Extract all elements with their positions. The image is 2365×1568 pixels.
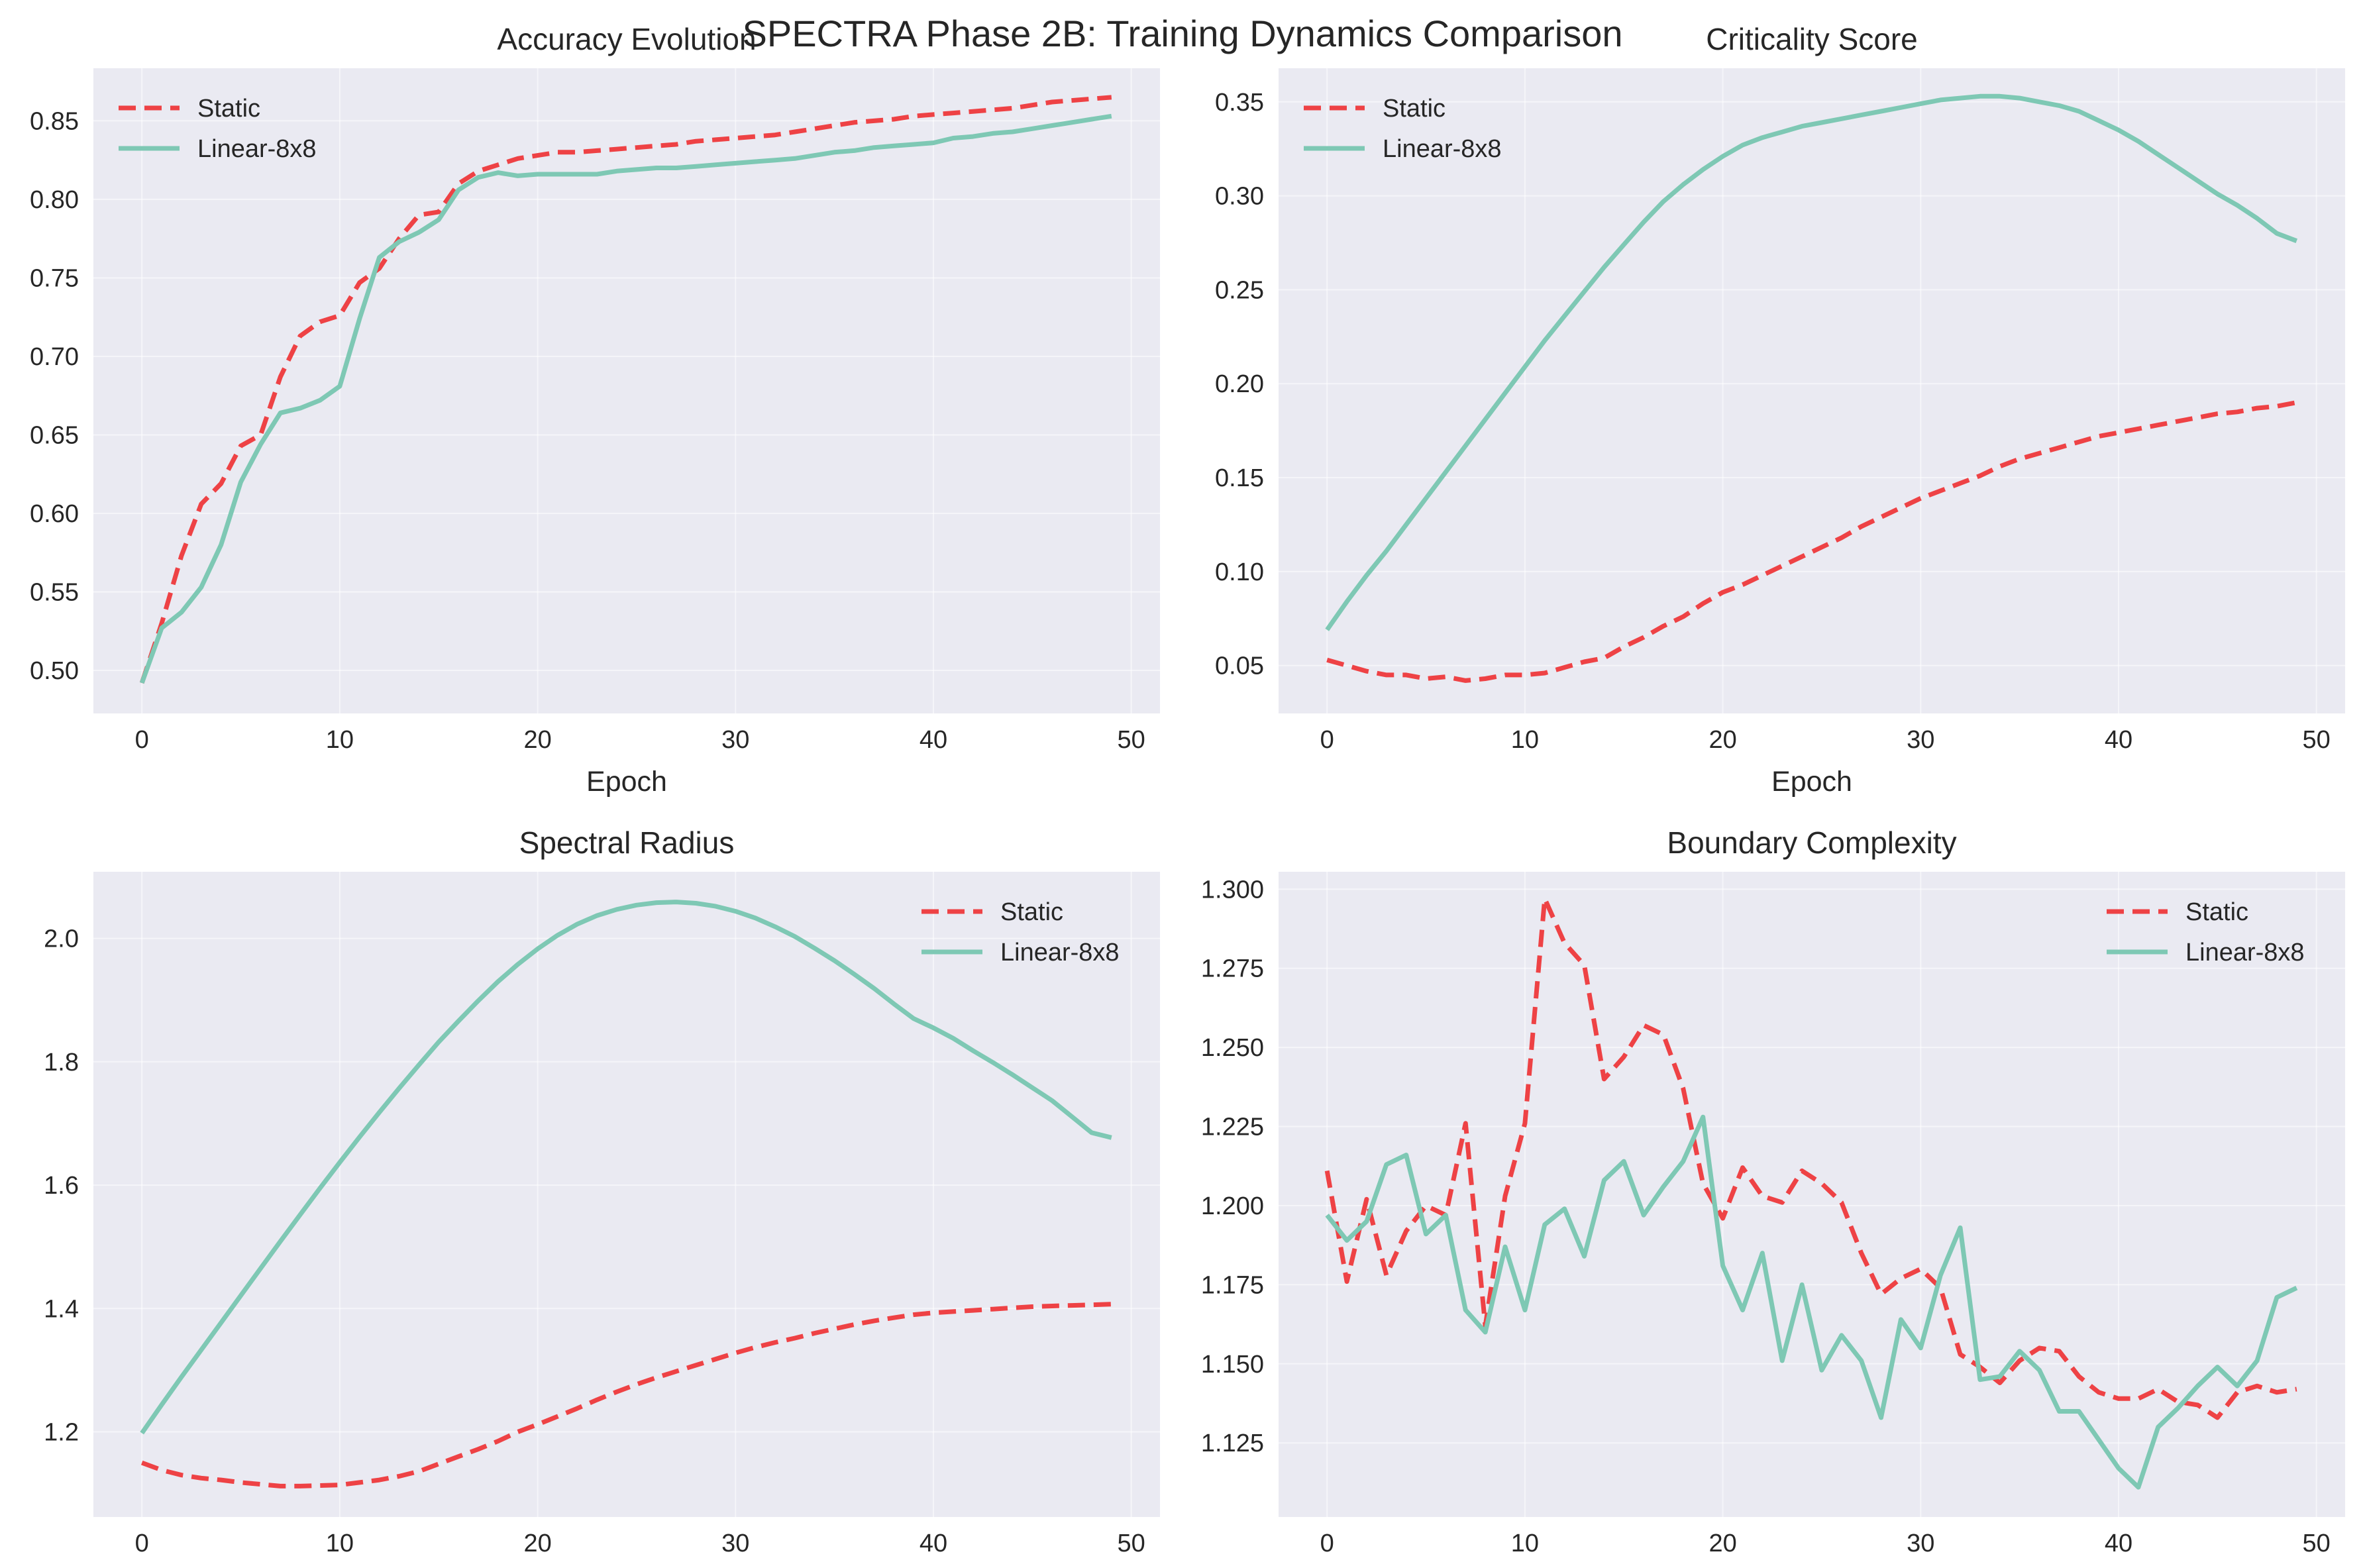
x-tick-label: 20 xyxy=(523,1530,551,1557)
x-tick-label: 0 xyxy=(135,726,149,754)
y-tick-label: 0.25 xyxy=(1215,276,1264,304)
legend-label: Static xyxy=(197,95,260,123)
legend-label: Static xyxy=(1383,95,1445,123)
y-tick-label: 1.300 xyxy=(1201,876,1264,904)
figure-title: SPECTRA Phase 2B: Training Dynamics Comp… xyxy=(743,13,1623,54)
y-tick-label: 1.250 xyxy=(1201,1034,1264,1062)
y-tick-label: 1.225 xyxy=(1201,1114,1264,1141)
y-tick-label: 0.65 xyxy=(30,421,79,449)
y-tick-label: 0.50 xyxy=(30,657,79,685)
x-tick-label: 10 xyxy=(326,1530,354,1557)
x-tick-label: 30 xyxy=(721,726,749,754)
chart-title: Accuracy Evolution xyxy=(497,22,756,56)
x-tick-label: 0 xyxy=(1320,726,1334,754)
y-tick-label: 1.2 xyxy=(44,1418,79,1446)
legend-label: Linear-8x8 xyxy=(197,135,317,163)
x-tick-label: 0 xyxy=(1320,1530,1334,1557)
y-tick-label: 0.75 xyxy=(30,264,79,292)
y-tick-label: 0.35 xyxy=(1215,89,1264,117)
x-tick-label: 10 xyxy=(326,726,354,754)
chart-panel-1: 0 10 20 30 40 50 0.50 0.55 0.60 0.65 0.70 0.75 0.80 0… xyxy=(30,22,1160,798)
x-tick-label: 20 xyxy=(1708,1530,1736,1557)
chart-title: Criticality Score xyxy=(1706,22,1918,56)
x-tick-label: 0 xyxy=(135,1530,149,1557)
series-line-static xyxy=(1326,400,2297,683)
y-tick-label: 0.30 xyxy=(1215,183,1264,211)
series-line-static xyxy=(1324,896,2297,1420)
plot-area xyxy=(1279,872,2345,1517)
y-tick-label: 0.05 xyxy=(1215,653,1264,680)
x-tick-label: 30 xyxy=(721,1530,749,1557)
x-tick-label: 40 xyxy=(920,726,947,754)
x-tick-label: 20 xyxy=(523,726,551,754)
x-axis-label: Epoch xyxy=(586,766,667,798)
y-tick-label: 1.6 xyxy=(44,1172,79,1200)
chart-panel-4: 0 10 20 30 40 50 1.125 1.150 1.175 1.200 1.225 1.25… xyxy=(1201,825,2345,1557)
y-tick-label: 0.15 xyxy=(1215,464,1264,492)
x-tick-label: 50 xyxy=(1118,1530,1145,1557)
y-tick-label: 1.200 xyxy=(1201,1192,1264,1220)
x-tick-label: 50 xyxy=(2303,726,2331,754)
plot-area xyxy=(93,68,1160,713)
series-line-linear-8x8 xyxy=(1325,93,2298,631)
series-line-linear-8x8 xyxy=(140,900,1112,1435)
x-tick-label: 10 xyxy=(1511,726,1539,754)
y-tick-label: 0.20 xyxy=(1215,370,1264,398)
series-line-static xyxy=(140,1302,1112,1489)
x-tick-label: 50 xyxy=(1118,726,1145,754)
chart-panel-2: 0 10 20 30 40 50 0.05 0.10 0.15 0.20 0.25 0.30 0.35 C… xyxy=(1215,22,2345,798)
legend-label: Static xyxy=(1000,898,1063,926)
y-tick-label: 0.85 xyxy=(30,107,79,135)
x-tick-label: 30 xyxy=(1907,1530,1934,1557)
series-line-linear-8x8 xyxy=(1325,1114,2298,1490)
chart-title: Spectral Radius xyxy=(519,825,735,860)
y-tick-label: 0.70 xyxy=(30,343,79,371)
y-tick-label: 0.10 xyxy=(1215,558,1264,586)
y-tick-label: 1.150 xyxy=(1201,1351,1264,1379)
x-tick-label: 50 xyxy=(2303,1530,2331,1557)
x-tick-label: 40 xyxy=(920,1530,947,1557)
x-axis-label: Epoch xyxy=(1771,766,1852,798)
series-line-linear-8x8 xyxy=(139,113,1112,684)
y-tick-label: 0.80 xyxy=(30,186,79,214)
x-tick-label: 30 xyxy=(1907,726,1934,754)
legend-label: Static xyxy=(2185,898,2248,926)
plot-area xyxy=(93,872,1160,1517)
y-tick-label: 1.175 xyxy=(1201,1271,1264,1299)
y-tick-label: 1.8 xyxy=(44,1049,79,1076)
y-tick-label: 1.275 xyxy=(1201,955,1264,983)
y-tick-label: 1.4 xyxy=(44,1295,79,1323)
y-tick-label: 1.125 xyxy=(1201,1430,1264,1457)
y-tick-label: 0.55 xyxy=(30,579,79,607)
x-tick-label: 10 xyxy=(1511,1530,1539,1557)
y-tick-label: 0.60 xyxy=(30,500,79,528)
x-tick-label: 40 xyxy=(2105,726,2132,754)
legend-label: Linear-8x8 xyxy=(2185,939,2305,967)
legend-label: Linear-8x8 xyxy=(1383,135,1502,163)
plot-area xyxy=(1279,68,2345,713)
x-tick-label: 20 xyxy=(1708,726,1736,754)
y-tick-label: 2.0 xyxy=(44,925,79,953)
chart-title: Boundary Complexity xyxy=(1667,825,1956,860)
legend-label: Linear-8x8 xyxy=(1000,939,1120,967)
x-tick-label: 40 xyxy=(2105,1530,2132,1557)
series-line-static xyxy=(139,95,1112,684)
chart-panel-3: 0 10 20 30 40 50 1.2 1.4 1.6 1.8 2.0 Spectral Radiu… xyxy=(44,825,1160,1557)
